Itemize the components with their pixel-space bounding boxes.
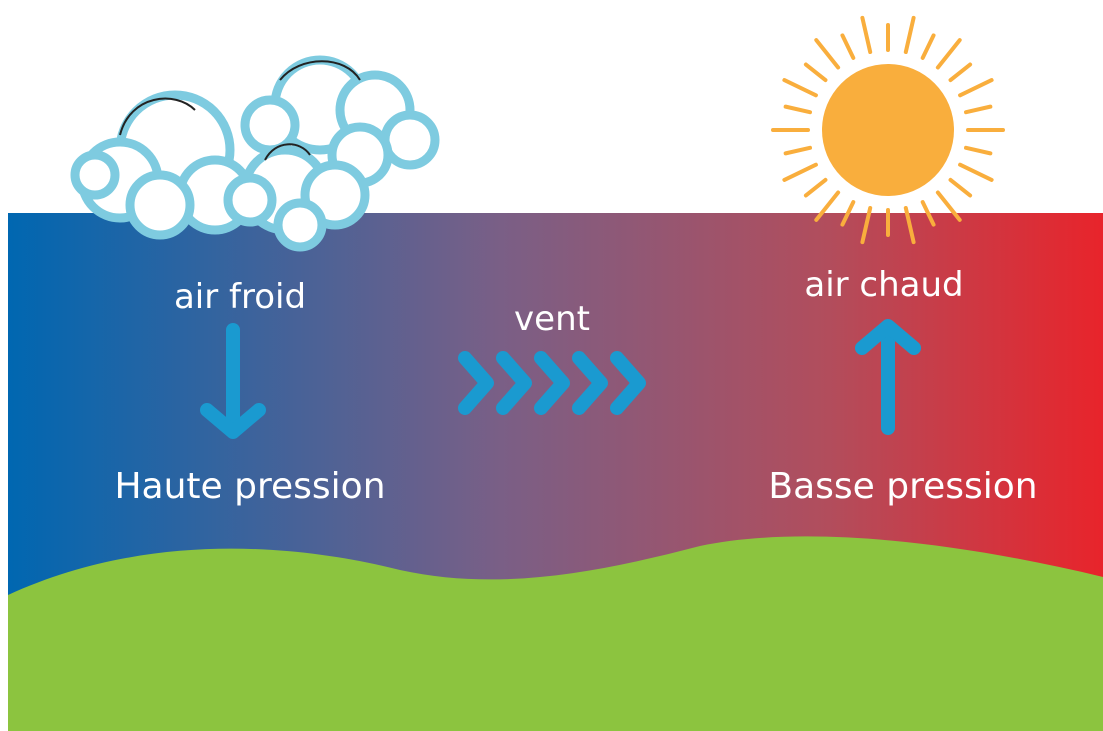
sun-ray [842, 35, 853, 58]
sun-ray [923, 35, 934, 58]
sun [773, 18, 1003, 242]
sun-ray [966, 107, 990, 113]
sun-ray [786, 148, 810, 154]
label-wind: vent [514, 299, 590, 339]
sun-ray [960, 80, 992, 95]
sun-ray [816, 40, 838, 67]
diagram: air froid Haute pression vent air chaud … [0, 0, 1103, 731]
sun-ray [786, 107, 810, 113]
label-high-pressure: Haute pression [114, 466, 385, 507]
sun-ray [938, 40, 960, 67]
sun-ray [806, 65, 826, 81]
sun-ray [784, 80, 816, 95]
sun-ray [862, 18, 870, 52]
sun-ray [906, 18, 914, 52]
label-warm-air: air chaud [804, 265, 963, 305]
sun-ray [951, 65, 971, 81]
sun-ray [784, 165, 816, 180]
sun-ray [951, 180, 971, 196]
sun-ray [960, 165, 992, 180]
label-cold-air: air froid [174, 277, 306, 317]
sun-ray [806, 180, 826, 196]
sun-ray [966, 148, 990, 154]
label-low-pressure: Basse pression [768, 466, 1037, 507]
